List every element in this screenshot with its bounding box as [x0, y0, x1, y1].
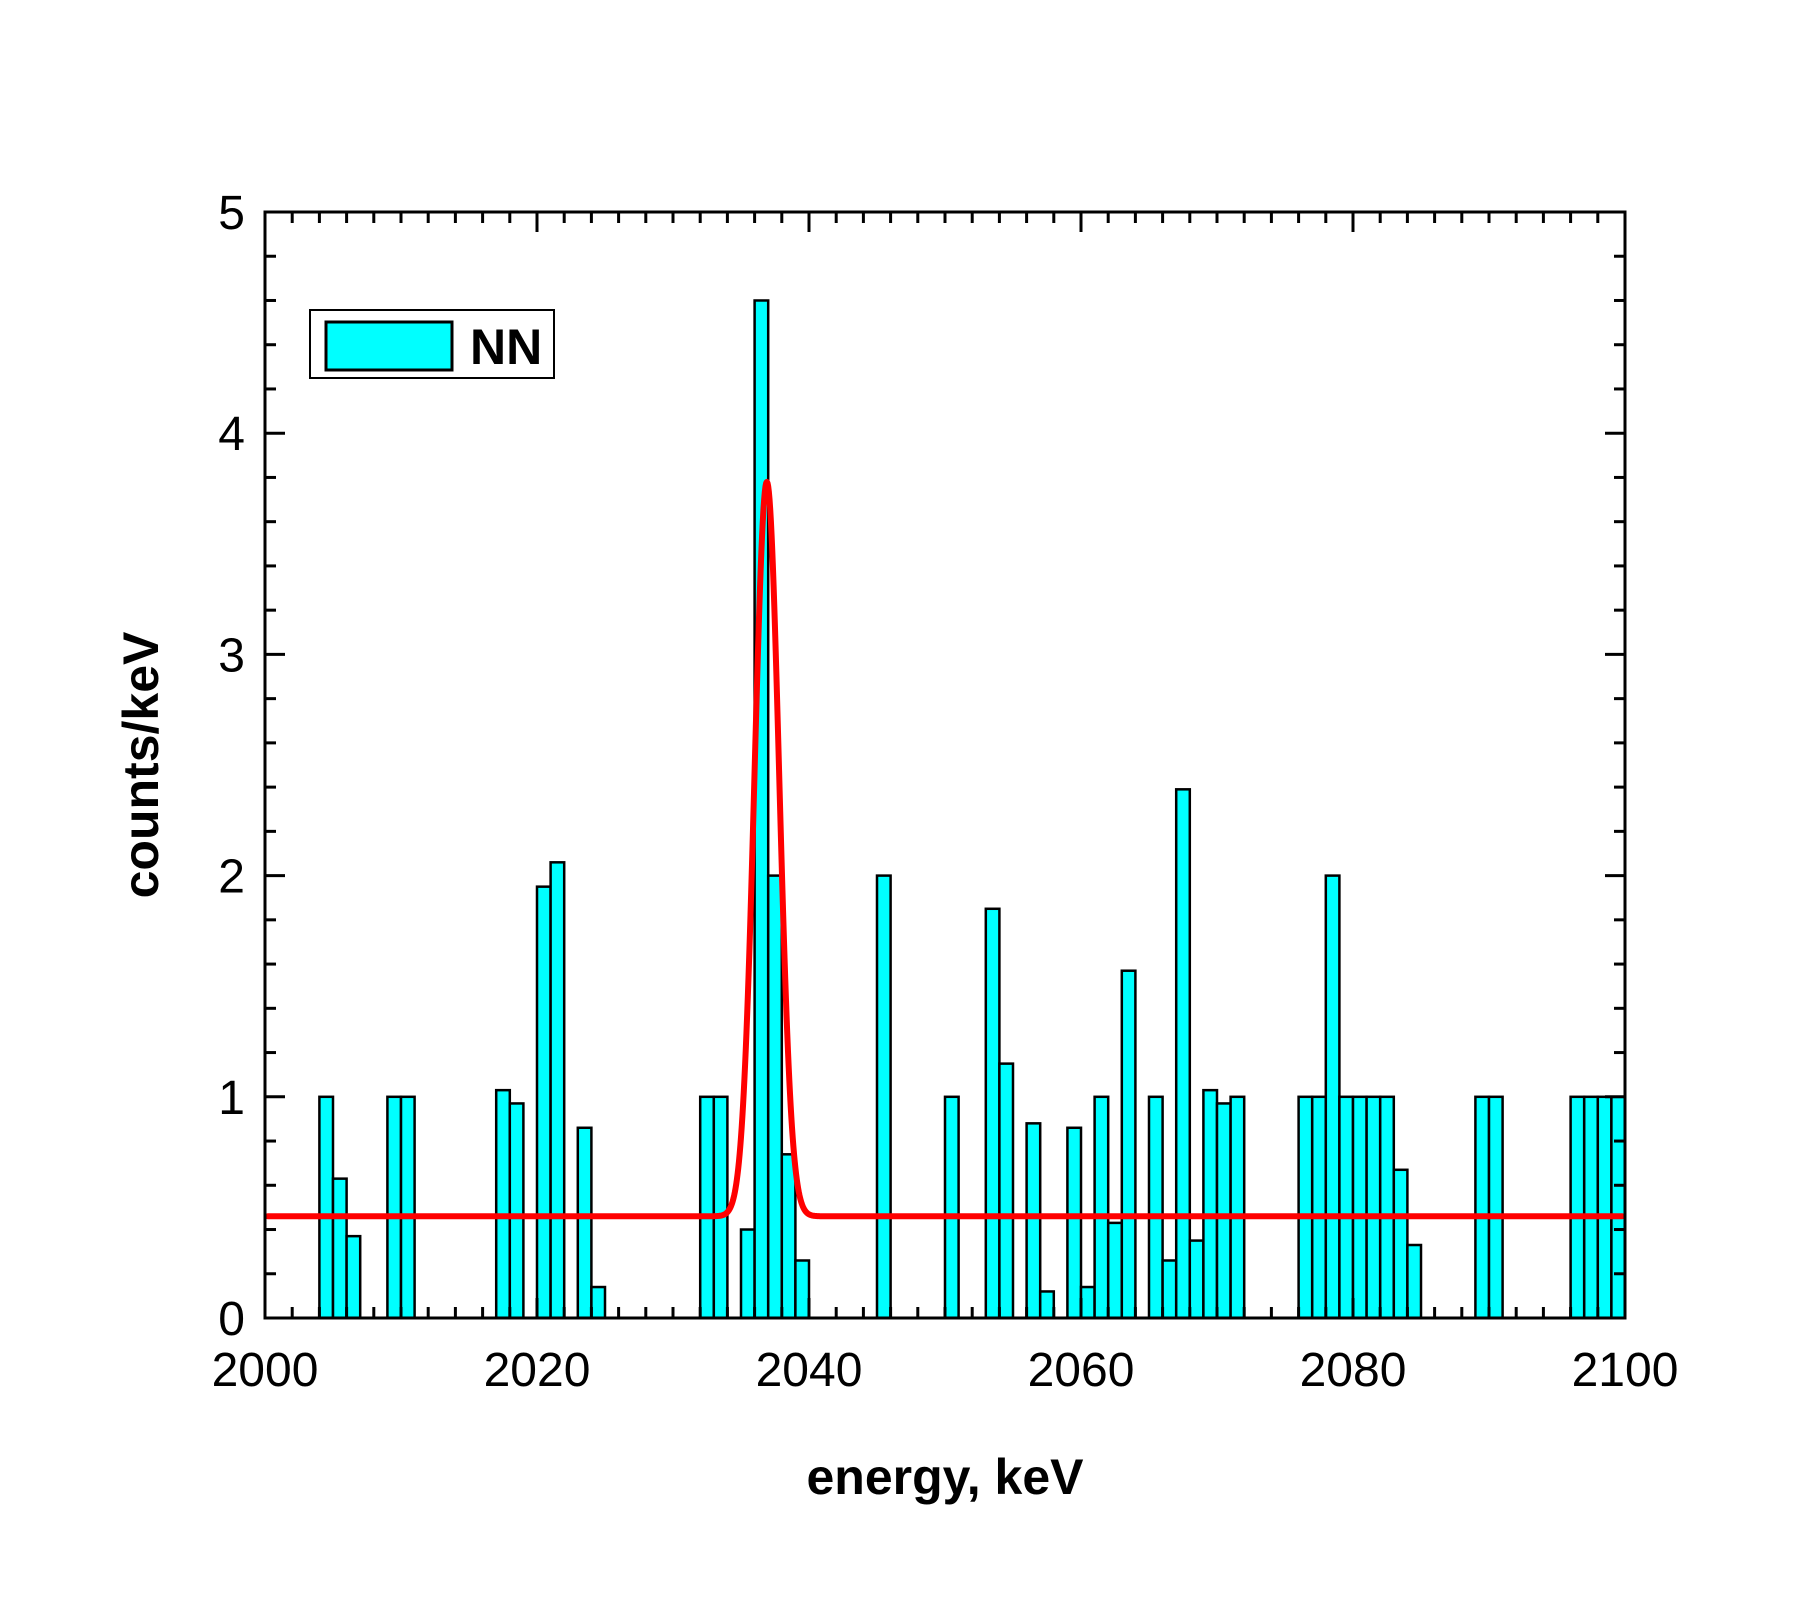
- histogram-bar: [576, 1126, 593, 1320]
- y-tick-label: 2: [218, 851, 245, 904]
- histogram-bar: [1297, 1095, 1314, 1320]
- histogram-bar: [1351, 1095, 1368, 1320]
- histogram-bar: [1215, 1102, 1232, 1320]
- histogram-bar: [590, 1285, 607, 1320]
- histogram-bar: [1610, 1095, 1627, 1320]
- histogram-bar: [331, 1177, 348, 1320]
- histogram-bar: [1079, 1285, 1096, 1320]
- histogram-bar: [494, 1088, 512, 1320]
- histogram-bar: [1038, 1290, 1056, 1320]
- x-tick-label: 2000: [212, 1344, 319, 1397]
- histogram-bar: [1093, 1095, 1110, 1320]
- histogram-bar: [535, 885, 552, 1320]
- tick-labels: 2000 2020 2040 2060 2080 2100 0 1 2 3 4 5: [212, 187, 1679, 1397]
- histogram-bar: [345, 1234, 362, 1320]
- y-tick-label: 5: [218, 187, 245, 240]
- histogram-bars: [318, 299, 1627, 1320]
- x-tick-label: 2060: [1028, 1344, 1135, 1397]
- fit-curve: [264, 478, 1626, 1220]
- legend: NN: [309, 309, 555, 379]
- x-tick-label: 2080: [1300, 1344, 1407, 1397]
- x-tick-label: 2040: [756, 1344, 863, 1397]
- histogram-bar: [1147, 1095, 1164, 1320]
- histogram-bar: [386, 1095, 403, 1320]
- histogram-bar: [1487, 1095, 1504, 1320]
- histogram-bar: [1392, 1168, 1409, 1320]
- y-tick-label: 0: [218, 1293, 245, 1346]
- histogram-bar: [1161, 1259, 1178, 1320]
- legend-swatch-nn: [324, 320, 454, 372]
- histogram-bar: [875, 874, 892, 1320]
- y-tick-label: 3: [218, 629, 245, 682]
- histogram-bar: [1066, 1126, 1083, 1320]
- histogram-bar: [1174, 788, 1192, 1320]
- histogram-bar: [766, 874, 784, 1320]
- histogram-bar: [1202, 1088, 1219, 1320]
- histogram-bar: [1188, 1239, 1205, 1320]
- histogram-bar: [1365, 1095, 1382, 1320]
- histogram-bar: [1310, 1095, 1328, 1320]
- y-tick-label: 4: [218, 408, 245, 461]
- histogram-bar: [712, 1095, 729, 1320]
- x-tick-label: 2100: [1572, 1344, 1679, 1397]
- x-axis-title: energy, keV: [806, 1449, 1084, 1505]
- histogram-bar: [1582, 1095, 1600, 1320]
- y-axis-title: counts/keV: [113, 631, 169, 898]
- plot-frame: [263, 210, 1627, 1320]
- histogram-bar: [1378, 1095, 1396, 1320]
- histogram-bar: [1338, 1095, 1355, 1320]
- x-tick-label: 2020: [484, 1344, 591, 1397]
- histogram-bar: [1406, 1243, 1423, 1320]
- histogram-bar: [549, 861, 566, 1320]
- histogram-bar: [1106, 1221, 1124, 1320]
- histogram-bar: [1229, 1095, 1246, 1320]
- fit-curve-layer: [264, 478, 1626, 1220]
- histogram-bar: [1596, 1095, 1613, 1320]
- histogram-bar: [1324, 874, 1341, 1320]
- histogram-bar: [1474, 1095, 1491, 1320]
- histogram-bar: [399, 1095, 416, 1320]
- legend-label-nn: NN: [470, 319, 542, 375]
- histogram-bar: [753, 299, 770, 1320]
- histogram-bar: [984, 907, 1001, 1320]
- y-tick-label: 1: [218, 1072, 245, 1125]
- histogram-bar: [318, 1095, 335, 1320]
- histogram-bar: [1569, 1095, 1586, 1320]
- histogram-bar: [794, 1259, 811, 1320]
- histogram-bar: [1120, 969, 1137, 1320]
- histogram-bar: [780, 1153, 797, 1320]
- histogram-bar: [1025, 1122, 1042, 1320]
- histogram-bar: [998, 1062, 1015, 1320]
- histogram-bar: [943, 1095, 960, 1320]
- histogram-bar: [739, 1228, 756, 1320]
- histogram-bar: [698, 1095, 716, 1320]
- histogram-bar: [508, 1102, 525, 1320]
